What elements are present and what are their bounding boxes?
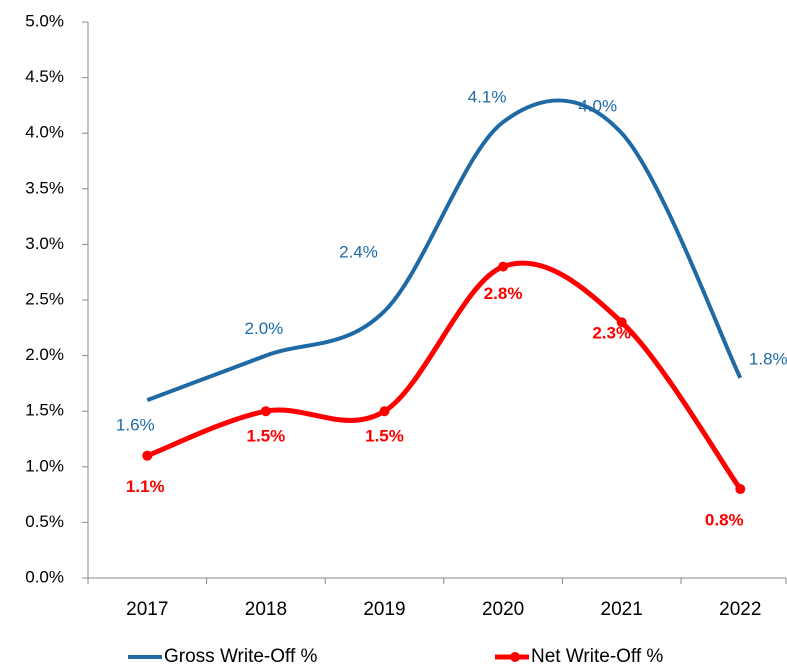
value-label: 1.5% bbox=[365, 427, 404, 446]
point bbox=[142, 450, 153, 461]
value-label: 4.1% bbox=[468, 88, 507, 107]
y-tick-label: 4.5% bbox=[25, 67, 64, 86]
value-label: 1.8% bbox=[749, 349, 787, 368]
value-label: 1.6% bbox=[116, 416, 155, 435]
y-tick-label: 4.0% bbox=[25, 123, 64, 142]
value-label: 0.8% bbox=[705, 511, 744, 530]
point bbox=[735, 484, 746, 495]
x-tick-label: 2021 bbox=[601, 599, 643, 620]
point bbox=[498, 261, 509, 272]
value-label: 2.8% bbox=[484, 284, 523, 303]
series-line bbox=[146, 98, 743, 402]
x-tick-label: 2022 bbox=[719, 599, 761, 620]
x-tick-label: 2020 bbox=[482, 599, 524, 620]
value-label: 2.3% bbox=[592, 324, 631, 343]
point bbox=[260, 406, 271, 417]
legend-label: Gross Write-Off % bbox=[164, 646, 318, 667]
x-tick-label: 2017 bbox=[126, 599, 168, 620]
value-label: 1.5% bbox=[247, 427, 286, 446]
x-tick-label: 2019 bbox=[363, 599, 405, 620]
y-tick-label: 0.0% bbox=[25, 567, 64, 586]
value-label: 4.0% bbox=[578, 97, 617, 116]
legend-label: Net Write-Off % bbox=[531, 646, 663, 667]
y-tick-label: 1.0% bbox=[25, 456, 64, 475]
value-label: 2.4% bbox=[339, 243, 378, 262]
y-tick-label: 3.5% bbox=[25, 178, 64, 197]
y-tick-label: 5.0% bbox=[25, 11, 64, 30]
point bbox=[379, 406, 390, 417]
series-line bbox=[146, 260, 743, 491]
value-label: 2.0% bbox=[245, 319, 284, 338]
value-label: 1.1% bbox=[126, 477, 165, 496]
x-tick-label: 2018 bbox=[245, 599, 287, 620]
point bbox=[616, 317, 627, 328]
y-tick-label: 2.0% bbox=[25, 345, 64, 364]
y-tick-label: 3.0% bbox=[25, 234, 64, 253]
y-tick-label: 2.5% bbox=[25, 289, 64, 308]
y-tick-label: 0.5% bbox=[25, 512, 64, 531]
legend-marker bbox=[510, 652, 520, 662]
y-tick-label: 1.5% bbox=[25, 401, 64, 420]
